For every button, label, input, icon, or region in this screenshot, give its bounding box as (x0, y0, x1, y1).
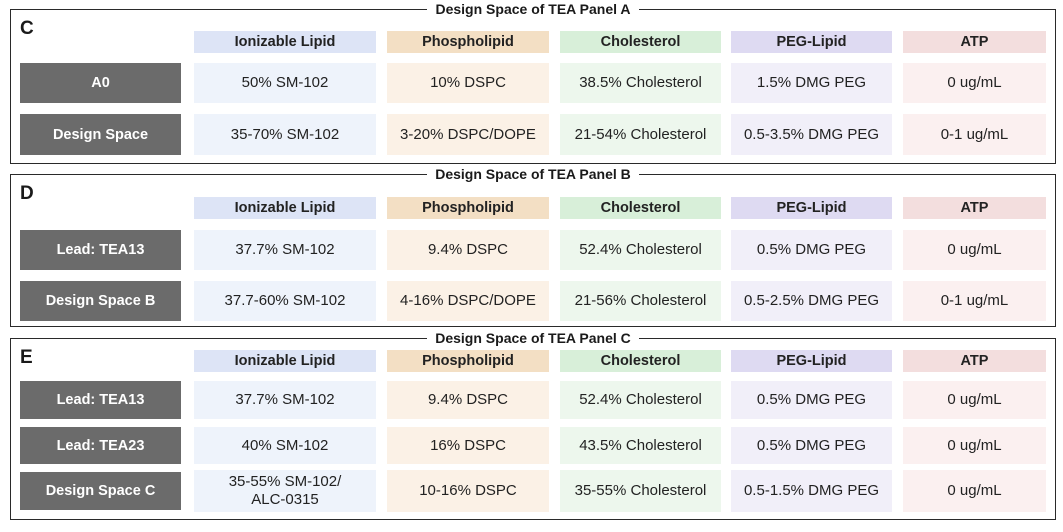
panel-title: Design Space of TEA Panel C (427, 330, 639, 346)
table-cell-peg-lipid: 0.5% DMG PEG (731, 230, 892, 270)
table-cell-phospholipid: 10% DSPC (387, 63, 549, 103)
table-cell-ionizable-lipid: 40% SM-102 (194, 427, 376, 464)
row-label: Design Space B (20, 281, 181, 321)
column-header-peg-lipid: PEG-Lipid (731, 31, 892, 53)
table-cell-atp: 0 ug/mL (903, 427, 1046, 464)
panel-title: Design Space of TEA Panel A (427, 1, 639, 17)
table-cell-atp: 0 ug/mL (903, 381, 1046, 419)
panel-letter: E (20, 347, 33, 368)
column-header-ionizable-lipid: Ionizable Lipid (194, 350, 376, 372)
table-cell-ionizable-lipid: 35-55% SM-102/ ALC-0315 (194, 470, 376, 512)
panel-letter: C (20, 18, 34, 39)
table-cell-ionizable-lipid: 35-70% SM-102 (194, 114, 376, 155)
row-label: Design Space (20, 114, 181, 155)
column-header-cholesterol: Cholesterol (560, 31, 721, 53)
table-cell-phospholipid: 4-16% DSPC/DOPE (387, 281, 549, 321)
column-header-phospholipid: Phospholipid (387, 31, 549, 53)
row-label: Lead: TEA13 (20, 381, 181, 419)
panel-title: Design Space of TEA Panel B (427, 166, 639, 182)
table-cell-ionizable-lipid: 37.7% SM-102 (194, 381, 376, 419)
column-header-cholesterol: Cholesterol (560, 197, 721, 219)
column-header-peg-lipid: PEG-Lipid (731, 197, 892, 219)
table-cell-peg-lipid: 0.5% DMG PEG (731, 427, 892, 464)
panel-letter: D (20, 183, 34, 204)
table-cell-ionizable-lipid: 37.7-60% SM-102 (194, 281, 376, 321)
table-cell-cholesterol: 52.4% Cholesterol (560, 381, 721, 419)
table-cell-ionizable-lipid: 50% SM-102 (194, 63, 376, 103)
table-cell-peg-lipid: 1.5% DMG PEG (731, 63, 892, 103)
row-label: Lead: TEA23 (20, 427, 181, 464)
row-label: Design Space C (20, 472, 181, 510)
column-header-ionizable-lipid: Ionizable Lipid (194, 197, 376, 219)
column-header-atp: ATP (903, 31, 1046, 53)
table-cell-cholesterol: 35-55% Cholesterol (560, 470, 721, 512)
table-cell-phospholipid: 16% DSPC (387, 427, 549, 464)
table-cell-cholesterol: 52.4% Cholesterol (560, 230, 721, 270)
column-header-atp: ATP (903, 350, 1046, 372)
table-cell-peg-lipid: 0.5% DMG PEG (731, 381, 892, 419)
column-header-atp: ATP (903, 197, 1046, 219)
table-cell-atp: 0 ug/mL (903, 63, 1046, 103)
row-label: A0 (20, 63, 181, 103)
table-cell-cholesterol: 21-56% Cholesterol (560, 281, 721, 321)
table-cell-phospholipid: 10-16% DSPC (387, 470, 549, 512)
table-cell-phospholipid: 9.4% DSPC (387, 230, 549, 270)
panel-c: Design Space of TEA Panel A C Ionizable … (10, 1, 1056, 164)
table-cell-phospholipid: 3-20% DSPC/DOPE (387, 114, 549, 155)
table-cell-atp: 0-1 ug/mL (903, 114, 1046, 155)
column-header-phospholipid: Phospholipid (387, 197, 549, 219)
table-cell-peg-lipid: 0.5-2.5% DMG PEG (731, 281, 892, 321)
column-header-ionizable-lipid: Ionizable Lipid (194, 31, 376, 53)
column-header-peg-lipid: PEG-Lipid (731, 350, 892, 372)
table-cell-cholesterol: 43.5% Cholesterol (560, 427, 721, 464)
panel-e: Design Space of TEA Panel C E Ionizable … (10, 330, 1056, 520)
table-cell-cholesterol: 38.5% Cholesterol (560, 63, 721, 103)
table-cell-peg-lipid: 0.5-3.5% DMG PEG (731, 114, 892, 155)
table-cell-ionizable-lipid: 37.7% SM-102 (194, 230, 376, 270)
table-cell-atp: 0 ug/mL (903, 470, 1046, 512)
table-cell-atp: 0-1 ug/mL (903, 281, 1046, 321)
column-header-cholesterol: Cholesterol (560, 350, 721, 372)
table-cell-phospholipid: 9.4% DSPC (387, 381, 549, 419)
table-cell-peg-lipid: 0.5-1.5% DMG PEG (731, 470, 892, 512)
row-label: Lead: TEA13 (20, 230, 181, 270)
column-header-phospholipid: Phospholipid (387, 350, 549, 372)
panel-d: Design Space of TEA Panel B D Ionizable … (10, 166, 1056, 327)
table-cell-cholesterol: 21-54% Cholesterol (560, 114, 721, 155)
table-cell-atp: 0 ug/mL (903, 230, 1046, 270)
